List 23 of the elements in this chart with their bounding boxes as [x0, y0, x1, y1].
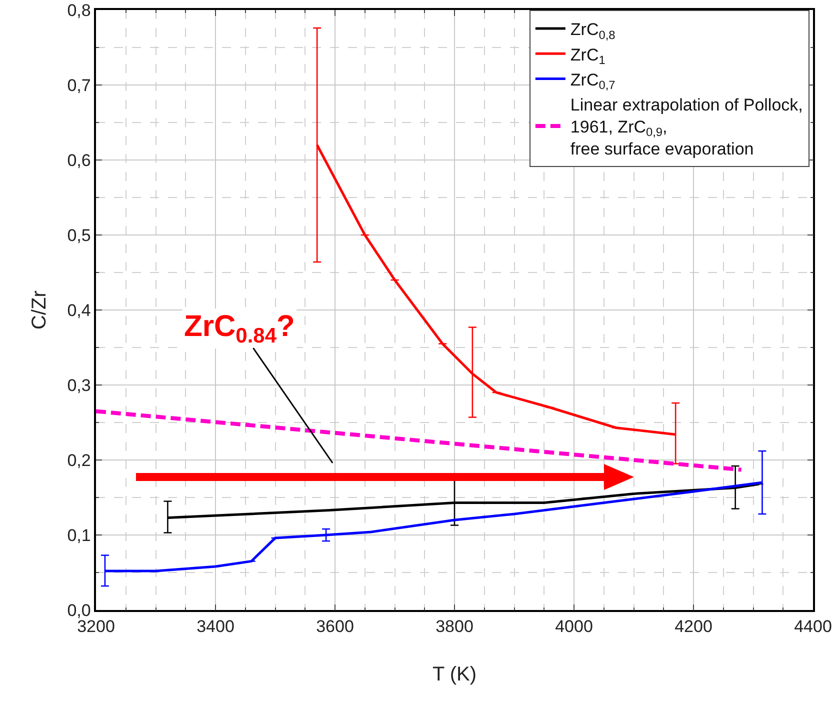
legend-label: ZrC$_{0,7}$: [570, 70, 616, 92]
x-tick-label: 3200: [77, 617, 115, 636]
x-tick-label: 3600: [316, 617, 354, 636]
x-tick-label: 4200: [674, 617, 712, 636]
y-tick-label: 0,0: [67, 600, 91, 620]
x-tick-label: 4400: [794, 617, 832, 636]
y-tick-label: 0,2: [67, 450, 91, 470]
x-tick-label: 3400: [196, 617, 234, 636]
x-tick-label: 3800: [436, 617, 474, 636]
y-tick-label: 0,8: [67, 0, 91, 20]
y-tick-label: 0,6: [67, 150, 91, 170]
x-tick-label: 4000: [555, 617, 593, 636]
y-axis-title: C/Zr: [28, 290, 50, 330]
x-axis-title: T (K): [432, 664, 477, 686]
y-tick-label: 0,1: [67, 526, 91, 545]
y-tick-label: 0,3: [67, 376, 91, 395]
annotation: ZrC$_{0.84}$?: [184, 310, 295, 348]
legend-label: Linear extrapolation of Pollock, 1961, ZrC$_{0,9}$, free surface evaporation: [570, 95, 803, 159]
y-tick-label: 0,7: [67, 76, 91, 95]
y-tick-label: 0,4: [67, 300, 91, 320]
legend-label: ZrC$_{0,8}$: [570, 20, 616, 42]
legend-label: ZrC$_{1}$: [570, 45, 606, 67]
y-tick-label: 0,5: [67, 226, 91, 245]
